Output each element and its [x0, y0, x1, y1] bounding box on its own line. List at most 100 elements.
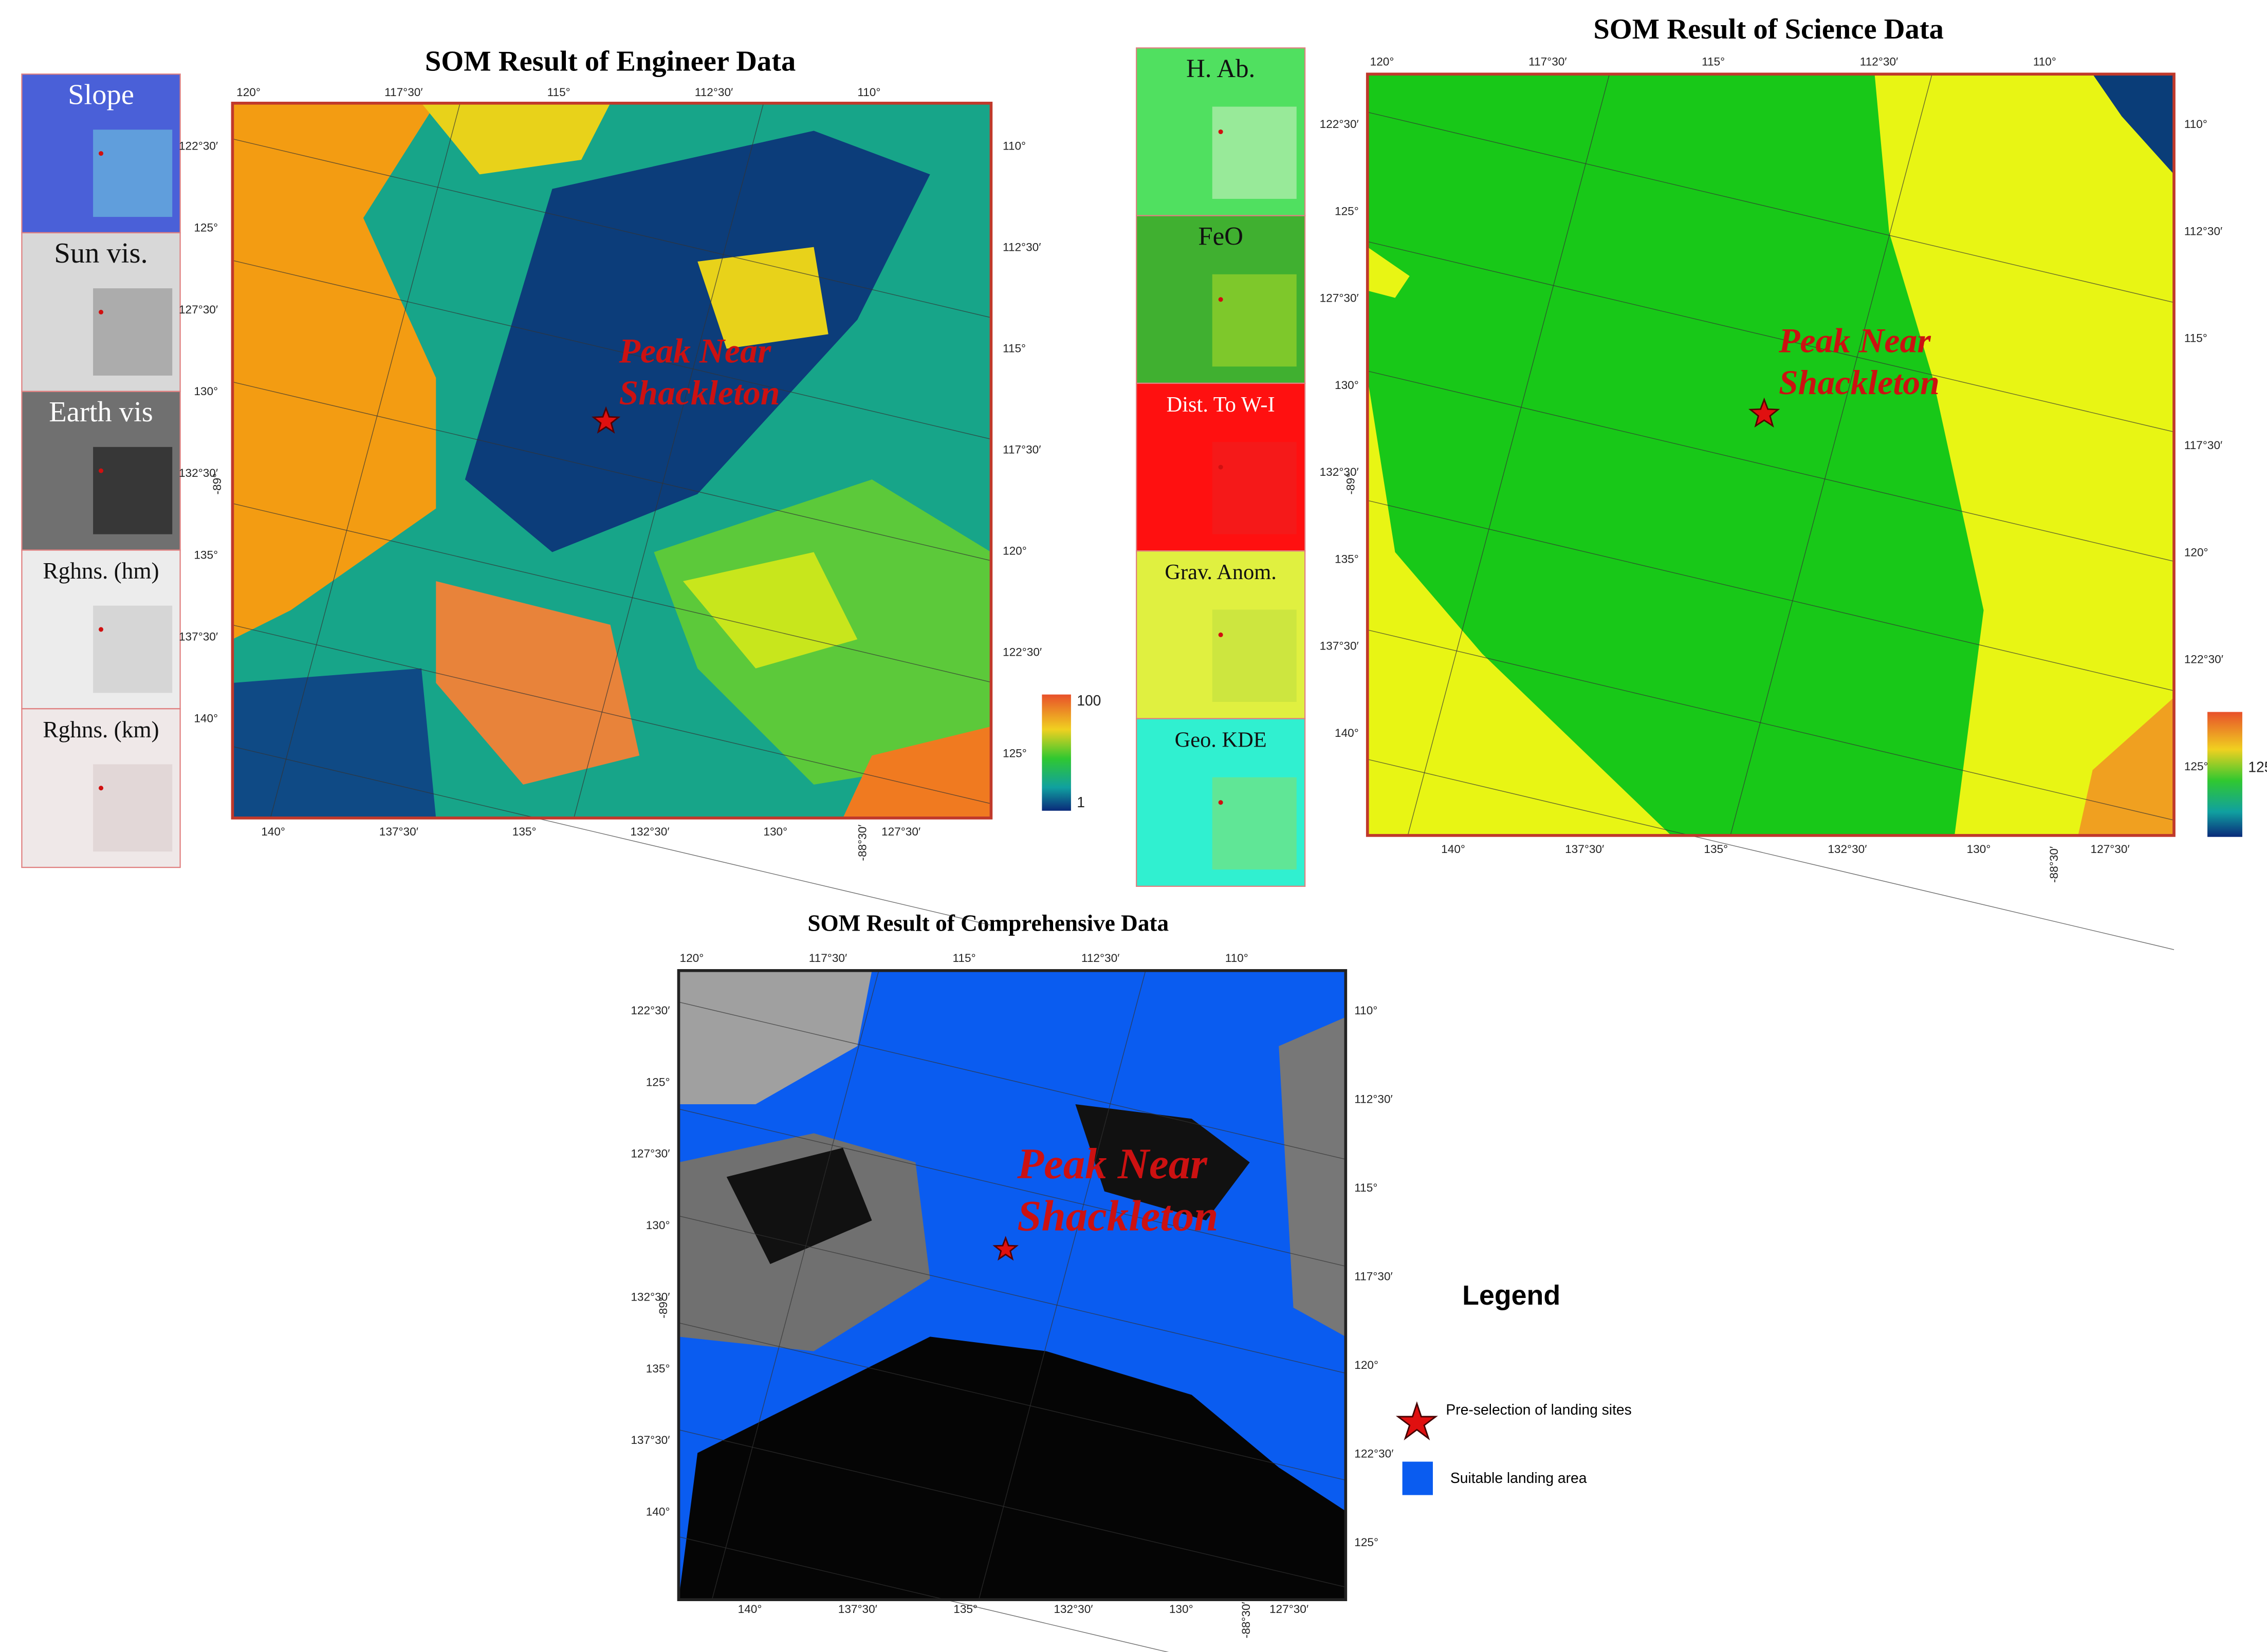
tick-label: 125°: [646, 1075, 670, 1088]
tick-label: 127°30′: [1320, 292, 1359, 305]
layer-label: Slope: [68, 79, 134, 110]
layer-thumbnail-shade: [93, 447, 173, 534]
tick-label: 132°30′: [1828, 843, 1867, 856]
layer-thumbnail-shade: [93, 129, 173, 217]
corner-label: -88°30′: [1240, 1602, 1252, 1638]
landing-site-star: [591, 406, 621, 434]
tick-label: 137°30′: [379, 825, 418, 838]
legend-title: Legend: [1462, 1280, 1560, 1311]
map-region: [2078, 697, 2174, 836]
graticule: [232, 138, 991, 318]
graticule: [573, 103, 764, 819]
tick-label: 110°: [1003, 140, 1026, 153]
tick-label: 132°30′: [179, 467, 218, 479]
tick-label: 140°: [1335, 727, 1359, 739]
tick-label: 117°30′: [1528, 55, 1566, 68]
site-annotation: Peak Near: [1778, 322, 1931, 360]
tick-label: 130°: [646, 1219, 670, 1232]
landing-site-star: [1748, 397, 1780, 428]
tick-label: 132°30′: [631, 1290, 670, 1303]
graticule: [270, 103, 460, 819]
tick-label: 127°30′: [631, 1147, 670, 1160]
tick-label: 117°30′: [2184, 439, 2222, 452]
tick-label: 115°: [953, 952, 976, 964]
graticule: [232, 624, 991, 804]
layer-thumbnail-shade: [1212, 609, 1297, 702]
tick-label: 122°30′: [1354, 1447, 1393, 1460]
tick-label: 130°: [1967, 843, 1991, 856]
tick-label: 117°30′: [809, 952, 847, 964]
tick-label: 132°30′: [1054, 1603, 1093, 1616]
graticule: [1367, 112, 2174, 303]
tick-label: 112°30′: [1860, 55, 1898, 68]
layer-label: FeO: [1198, 222, 1243, 251]
map-frame: [677, 969, 1348, 1602]
tick-label: 120°: [236, 86, 261, 99]
tick-label: 130°: [1169, 1603, 1193, 1616]
landing-site-star: [992, 1236, 1019, 1261]
graticule: [678, 1108, 1346, 1267]
graticule: [1367, 759, 2174, 950]
graticule: [232, 746, 991, 926]
tick-label: 110°: [2033, 55, 2056, 68]
tick-label: 130°: [194, 385, 218, 398]
layer-label: H. Ab.: [1186, 54, 1255, 83]
tick-label: 137°30′: [1320, 640, 1359, 653]
graticule: [678, 1429, 1346, 1588]
tick-label: 140°: [1441, 843, 1465, 856]
map-frame: [231, 101, 993, 820]
tick-label: 127°30′: [179, 303, 218, 316]
layer-thumbnail-shade: [1212, 777, 1297, 870]
graticule: [678, 1322, 1346, 1481]
colorbar-label: 100: [1077, 692, 1101, 709]
map-region: [678, 1337, 1346, 1600]
graticule: [978, 970, 1146, 1600]
tick-label: 135°: [1335, 552, 1359, 565]
thumbnail-site: [98, 627, 104, 632]
tick-label: 110°: [1354, 1004, 1377, 1017]
graticule: [711, 970, 879, 1600]
graticule: [1407, 74, 1610, 836]
tick-label: 117°30′: [1003, 443, 1041, 456]
map-region: [1367, 74, 1984, 836]
tick-label: 110°: [1225, 952, 1248, 964]
layer-label: Grav. Anom.: [1165, 560, 1276, 584]
tick-label: 115°: [547, 86, 570, 99]
map-region: [697, 247, 828, 349]
tick-label: 122°30′: [2184, 653, 2223, 666]
panel-title: SOM Result of Engineer Data: [425, 45, 796, 77]
site-annotation: Peak Near: [619, 332, 771, 370]
tick-label: 127°30′: [881, 825, 920, 838]
graticule: [1367, 370, 2174, 562]
colorbar-label: 1: [1077, 794, 1085, 810]
tick-label: 117°30′: [1354, 1270, 1392, 1283]
colorbar: [2207, 712, 2242, 837]
colorbar-label: 125: [2248, 758, 2267, 775]
legend-label: Pre-selection of landing sites: [1446, 1401, 1631, 1418]
graticule: [678, 1001, 1346, 1160]
graticule: [678, 1215, 1346, 1374]
layer-label: Earth vis: [49, 396, 153, 428]
graticule: [1730, 74, 1932, 836]
tick-label: 137°30′: [631, 1434, 670, 1446]
graticule: [678, 1536, 1169, 1652]
layer-label: Geo. KDE: [1175, 728, 1267, 752]
tick-label: 140°: [646, 1505, 670, 1518]
tick-label: 117°30′: [384, 86, 422, 99]
layer-label: Dist. To W-I: [1167, 393, 1275, 417]
graticule: [232, 260, 991, 440]
site-annotation: Peak Near: [1017, 1140, 1208, 1188]
map-region: [678, 970, 872, 1104]
graticule: [232, 381, 991, 561]
map-region: [1075, 1104, 1250, 1221]
tick-label: 135°: [512, 825, 537, 838]
side-label: -89°: [1344, 473, 1357, 495]
map-region: [726, 1147, 872, 1265]
colorbar: [1042, 694, 1071, 811]
tick-label: 137°30′: [179, 630, 218, 643]
thumbnail-site: [98, 151, 104, 156]
tick-label: 127°30′: [1269, 1603, 1308, 1616]
site-annotation: Shackleton: [619, 374, 780, 412]
tick-label: 135°: [953, 1603, 978, 1616]
